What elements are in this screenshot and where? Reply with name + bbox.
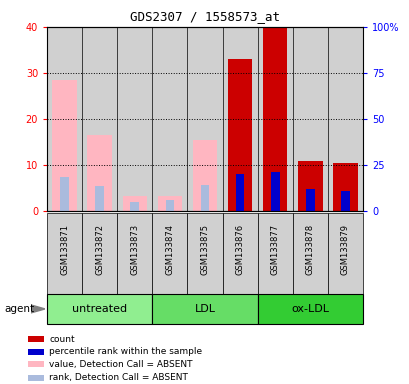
Bar <box>95 186 104 211</box>
Bar <box>28 336 43 342</box>
Bar <box>222 213 257 294</box>
Bar <box>332 163 357 211</box>
Bar <box>157 196 182 211</box>
Text: percentile rank within the sample: percentile rank within the sample <box>49 347 202 356</box>
Bar <box>297 161 322 211</box>
Bar <box>47 294 152 324</box>
Text: GSM133878: GSM133878 <box>305 224 314 275</box>
Text: LDL: LDL <box>194 304 215 314</box>
Text: GDS2307 / 1558573_at: GDS2307 / 1558573_at <box>130 10 279 23</box>
Text: rank, Detection Call = ABSENT: rank, Detection Call = ABSENT <box>49 373 188 382</box>
Bar <box>87 135 112 211</box>
Bar <box>52 80 77 211</box>
Text: GSM133875: GSM133875 <box>200 224 209 275</box>
Bar <box>292 27 327 211</box>
Bar <box>327 27 362 211</box>
Bar <box>28 361 43 367</box>
Bar <box>47 213 82 294</box>
Bar <box>47 27 82 211</box>
Polygon shape <box>31 305 45 313</box>
Bar <box>262 27 287 211</box>
Text: ox-LDL: ox-LDL <box>290 304 328 314</box>
Bar <box>200 185 209 211</box>
Bar <box>82 213 117 294</box>
Text: GSM133871: GSM133871 <box>60 224 69 275</box>
Bar <box>152 294 257 324</box>
Text: count: count <box>49 335 75 344</box>
Bar <box>292 213 327 294</box>
Text: agent: agent <box>4 304 34 314</box>
Bar <box>235 174 244 211</box>
Bar <box>165 200 174 211</box>
Bar <box>117 213 152 294</box>
Bar <box>257 294 362 324</box>
Bar <box>257 27 292 211</box>
Text: untreated: untreated <box>72 304 127 314</box>
Bar <box>340 191 349 211</box>
Text: value, Detection Call = ABSENT: value, Detection Call = ABSENT <box>49 360 193 369</box>
Bar <box>60 177 69 211</box>
Bar <box>152 27 187 211</box>
Bar <box>130 202 139 211</box>
Bar <box>82 27 117 211</box>
Text: GSM133873: GSM133873 <box>130 224 139 275</box>
Bar <box>305 189 314 211</box>
Text: GSM133872: GSM133872 <box>95 224 104 275</box>
Text: GSM133879: GSM133879 <box>340 224 349 275</box>
Text: GSM133877: GSM133877 <box>270 224 279 275</box>
Bar <box>122 197 147 211</box>
Bar <box>327 213 362 294</box>
Text: GSM133876: GSM133876 <box>235 224 244 275</box>
Bar <box>270 172 279 211</box>
Bar <box>257 213 292 294</box>
Bar <box>222 27 257 211</box>
Bar <box>187 27 222 211</box>
Bar <box>187 213 222 294</box>
Bar <box>152 213 187 294</box>
Bar <box>28 375 43 381</box>
Bar <box>227 59 252 211</box>
Bar <box>117 27 152 211</box>
Bar <box>192 140 217 211</box>
Bar <box>28 349 43 355</box>
Text: GSM133874: GSM133874 <box>165 224 174 275</box>
